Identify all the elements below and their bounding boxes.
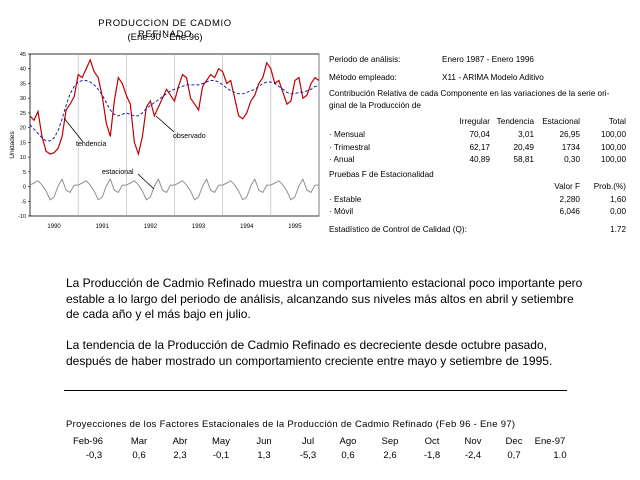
series-line-observado (29, 58, 320, 157)
contrib-cell: 40,89 (469, 155, 491, 164)
periodo-label: Periodo de análisis: (329, 55, 401, 64)
y-tick-label: 35 (20, 81, 26, 87)
y-tick-label: -10 (18, 214, 26, 220)
pruebas-cell: 6,046 (559, 207, 581, 216)
contrib-header-irregular: Irregular (459, 117, 491, 126)
projections-title: Proyecciones de los Factores Estacionale… (66, 419, 516, 430)
y-tick-label: 10 (20, 155, 26, 161)
projection-month: Abr (172, 436, 188, 447)
contrib-cell: 0,30 (564, 155, 580, 164)
projection-value: 2,6 (383, 450, 397, 461)
pruebas-header-valor: Valor F (554, 182, 580, 191)
grid-lines (77, 54, 320, 216)
projection-month: Mar (130, 436, 148, 447)
projection-month: Feb-96 (72, 436, 104, 447)
y-tick-label: 45 (20, 52, 26, 58)
contrib-cell: 100,00 (600, 130, 626, 139)
series-group (29, 58, 320, 201)
x-tick-label: 1993 (192, 224, 206, 230)
annotation-estacional: estacional (102, 169, 134, 176)
projection-value: 0,6 (132, 450, 146, 461)
contrib-header-total: Total (608, 117, 626, 126)
projection-value: 1,3 (257, 450, 271, 461)
projection-month: Nov (464, 436, 482, 447)
series-line-estacional (29, 178, 319, 201)
chart-title: PRODUCCION DE CADMIO REFINADO (98, 18, 232, 40)
y-tick-label: 30 (20, 96, 26, 102)
contrib-row-label: · Mensual (329, 130, 365, 139)
contrib-cell: 20,49 (513, 143, 535, 152)
y-tick-label: 5 (23, 170, 26, 176)
contrib-row-label: · Trimestral (329, 143, 370, 152)
contrib-header-tendencia: Tendencia (496, 117, 534, 126)
paragraph-trend: La tendencia de la Producción de Cadmio … (66, 338, 553, 368)
contrib-line2: ginal de la Producción de (329, 101, 421, 110)
series-line-tendencia (29, 80, 319, 142)
x-tick-label: 1990 (47, 224, 61, 230)
metodo-label: Método empleado: (329, 73, 397, 82)
y-tick-label: -5 (21, 199, 26, 205)
y-tick-label: 25 (20, 111, 26, 117)
contrib-row-label: · Anual (329, 155, 355, 164)
projection-month: Dec (505, 436, 523, 447)
projection-value: -5,3 (299, 450, 317, 461)
projection-value: -0,1 (212, 450, 230, 461)
pruebas-cell: 1,60 (610, 195, 626, 204)
pruebas-cell: 2,280 (559, 195, 581, 204)
chart-subtitle: (Ene.90 - Ene.96) (127, 32, 203, 43)
x-tick-label: 1994 (240, 224, 254, 230)
contrib-line1: Contribución Relativa de cada Componente… (329, 89, 610, 98)
annotation-tendencia: tendencia (76, 141, 106, 148)
pruebas-title: Pruebas F de Estacionalidad (329, 170, 434, 179)
y-tick-label: 0 (23, 185, 26, 191)
projection-value: 0,7 (507, 450, 521, 461)
contrib-cell: 62,17 (469, 143, 491, 152)
line-chart: -10 -5 0 5 10 15 20 25 30 35 40 45 1990 1991 1992 1993… (9, 52, 320, 230)
y-axis-label: Unidades (9, 131, 16, 159)
control-label: Estadístico de Control de Calidad (Q): (329, 225, 467, 234)
projection-month: Ene-97 (534, 436, 566, 447)
projection-value: 0,6 (341, 450, 355, 461)
x-tick-label: 1991 (96, 224, 110, 230)
observado-arrow (155, 115, 175, 133)
pruebas-cell: 0,00 (610, 207, 626, 216)
projection-month: Jul (301, 436, 315, 447)
projection-value: -0,3 (85, 450, 103, 461)
projection-month: Ago (339, 436, 357, 447)
contrib-header-estacional: Estacional (542, 117, 580, 126)
periodo-value: Enero 1987 - Enero 1996 (442, 55, 534, 64)
pruebas-header-prob: Prob.(%) (593, 182, 626, 191)
contrib-cell: 100,00 (600, 143, 626, 152)
projection-value: 1.0 (553, 450, 567, 461)
contrib-cell: 1734 (561, 143, 580, 152)
contrib-cell: 58,81 (513, 155, 535, 164)
control-value: 1.72 (610, 225, 626, 234)
y-tick-label: 20 (20, 126, 26, 132)
x-tick-label: 1995 (288, 224, 302, 230)
x-axis-ticks: 1990 1991 1992 1993 1994 1995 (47, 224, 302, 230)
projection-value: -1,8 (423, 450, 441, 461)
contrib-cell: 26,95 (559, 130, 581, 139)
divider (64, 390, 567, 391)
projection-value: -2,4 (464, 450, 482, 461)
projection-month: Sep (381, 436, 399, 447)
estacional-arrow (137, 173, 155, 190)
pruebas-row-label: · Estable (329, 195, 362, 204)
projection-month: Oct (424, 436, 440, 447)
y-tick-label: 40 (20, 67, 26, 73)
contrib-cell: 70,04 (469, 130, 491, 139)
pruebas-row-label: · Móvil (329, 207, 354, 216)
annotation-observado: observado (173, 133, 206, 140)
projection-value: 2,3 (173, 450, 187, 461)
tendencia-arrow (63, 117, 84, 143)
y-axis-ticks: -10 -5 0 5 10 15 20 25 30 35 40 45 (18, 52, 30, 220)
y-tick-label: 15 (20, 140, 26, 146)
paragraph-seasonal: La Producción de Cadmio Refinado muestra… (66, 276, 583, 322)
metodo-value: X11 - ARIMA Modelo Aditivo (442, 73, 544, 82)
x-tick-label: 1992 (144, 224, 158, 230)
projection-month: May (212, 436, 230, 447)
contrib-cell: 3,01 (518, 130, 534, 139)
contrib-cell: 100,00 (600, 155, 626, 164)
projection-month: Jun (256, 436, 272, 447)
